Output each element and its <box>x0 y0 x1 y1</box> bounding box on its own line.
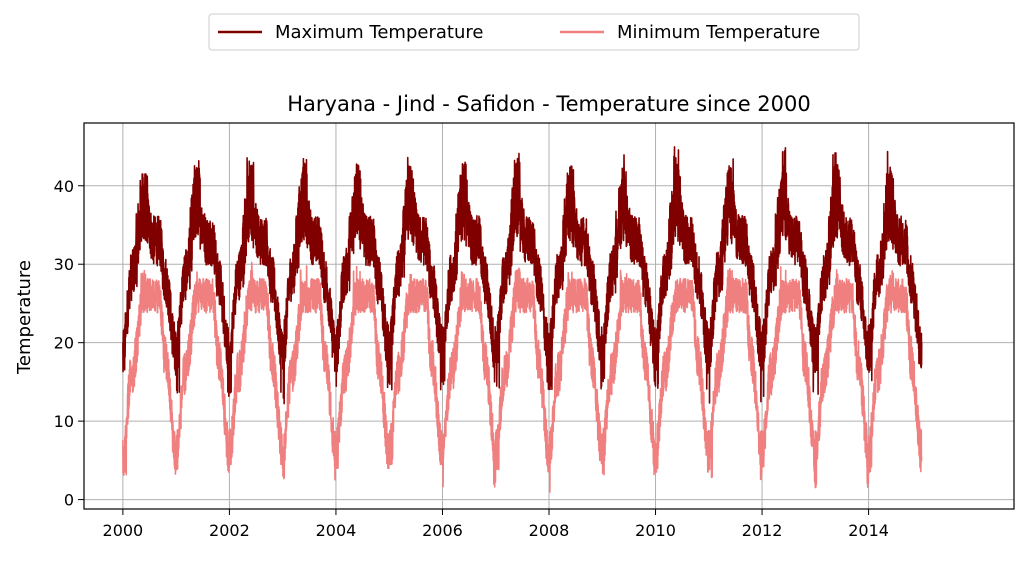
x-tick-label-2012: 2012 <box>742 521 783 540</box>
y-tick-label-10: 10 <box>54 412 74 431</box>
x-tick-label-2000: 2000 <box>103 521 144 540</box>
legend: Maximum Temperature Minimum Temperature <box>208 13 860 51</box>
y-tick-label-30: 30 <box>54 255 74 274</box>
x-tick-label-2006: 2006 <box>422 521 463 540</box>
legend-frame <box>208 13 860 51</box>
y-tick-label-20: 20 <box>54 334 74 353</box>
x-tick-label-2008: 2008 <box>529 521 570 540</box>
y-axis: 0 10 20 30 40 <box>54 177 84 510</box>
y-tick-label-0: 0 <box>64 491 74 510</box>
y-tick-label-40: 40 <box>54 177 74 196</box>
y-axis-label: Temperature <box>14 260 35 375</box>
x-axis: 2000 2002 2004 2006 2008 2010 2012 2014 <box>103 509 889 540</box>
legend-label-min: Minimum Temperature <box>617 22 820 43</box>
x-tick-label-2004: 2004 <box>316 521 357 540</box>
series-line-maximum-temperature <box>122 146 923 405</box>
legend-label-max: Maximum Temperature <box>275 22 483 43</box>
x-tick-label-2014: 2014 <box>848 521 889 540</box>
series-line-minimum-temperature <box>122 261 923 493</box>
x-tick-label-2010: 2010 <box>635 521 676 540</box>
chart-title: Haryana - Jind - Safidon - Temperature s… <box>287 92 811 116</box>
x-tick-label-2002: 2002 <box>209 521 250 540</box>
plot-lines <box>122 146 923 493</box>
